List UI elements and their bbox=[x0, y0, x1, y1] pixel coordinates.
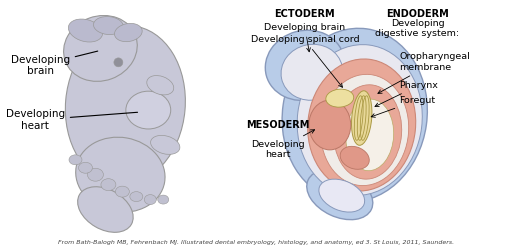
Text: Developing spinal cord: Developing spinal cord bbox=[250, 36, 359, 87]
Ellipse shape bbox=[144, 194, 156, 204]
Ellipse shape bbox=[69, 19, 102, 42]
Ellipse shape bbox=[158, 195, 169, 204]
Text: ECTODERM: ECTODERM bbox=[274, 9, 335, 19]
Text: Developing
heart: Developing heart bbox=[251, 130, 314, 159]
Ellipse shape bbox=[101, 179, 116, 191]
Ellipse shape bbox=[326, 89, 354, 107]
Ellipse shape bbox=[282, 28, 428, 202]
Text: Pharynx: Pharynx bbox=[375, 81, 438, 106]
Ellipse shape bbox=[334, 85, 402, 179]
Ellipse shape bbox=[309, 100, 351, 150]
Text: Oropharyngeal
membrane: Oropharyngeal membrane bbox=[378, 52, 471, 94]
Ellipse shape bbox=[88, 168, 103, 181]
Ellipse shape bbox=[297, 45, 422, 196]
Ellipse shape bbox=[319, 179, 365, 212]
Ellipse shape bbox=[69, 155, 82, 165]
Ellipse shape bbox=[281, 44, 343, 100]
Ellipse shape bbox=[307, 170, 373, 220]
Ellipse shape bbox=[151, 136, 180, 154]
Ellipse shape bbox=[340, 146, 369, 169]
Ellipse shape bbox=[78, 187, 133, 232]
Ellipse shape bbox=[321, 74, 409, 186]
Text: Developing brain: Developing brain bbox=[264, 22, 346, 52]
Ellipse shape bbox=[265, 30, 345, 100]
Ellipse shape bbox=[130, 192, 143, 202]
Ellipse shape bbox=[115, 24, 142, 42]
Ellipse shape bbox=[94, 16, 123, 34]
Text: MESODERM: MESODERM bbox=[246, 120, 310, 130]
Ellipse shape bbox=[76, 137, 165, 212]
Text: Developing
digestive system:: Developing digestive system: bbox=[375, 18, 460, 38]
Ellipse shape bbox=[78, 162, 93, 173]
Text: Developing
brain: Developing brain bbox=[11, 51, 98, 76]
Text: From Bath-Balogh MB, Fehrenbach MJ. Illustrated dental embryology, histology, an: From Bath-Balogh MB, Fehrenbach MJ. Illu… bbox=[58, 240, 454, 245]
Ellipse shape bbox=[114, 58, 123, 67]
Ellipse shape bbox=[352, 91, 372, 145]
Ellipse shape bbox=[147, 76, 174, 95]
Ellipse shape bbox=[63, 16, 137, 81]
Ellipse shape bbox=[115, 186, 130, 197]
Ellipse shape bbox=[126, 91, 170, 129]
Text: ENDODERM: ENDODERM bbox=[386, 9, 449, 19]
Ellipse shape bbox=[66, 26, 185, 184]
Text: Foregut: Foregut bbox=[371, 96, 436, 117]
Text: Developing
heart: Developing heart bbox=[6, 109, 138, 131]
Ellipse shape bbox=[308, 59, 416, 191]
Ellipse shape bbox=[346, 99, 394, 171]
